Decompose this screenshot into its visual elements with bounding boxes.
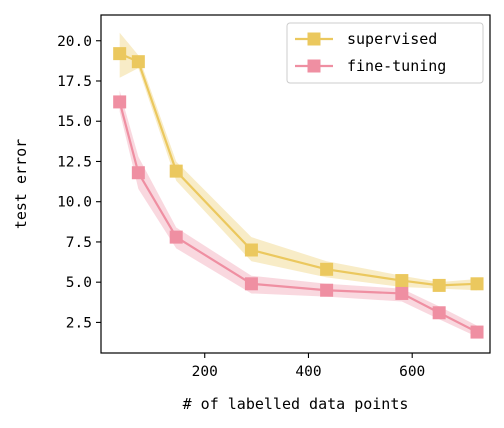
point-supervised-4: [320, 262, 334, 276]
point-fine-tuning-0: [113, 95, 127, 109]
y-tick-label-15: 15.0: [57, 114, 92, 130]
point-supervised-1: [131, 55, 145, 69]
point-fine-tuning-4: [320, 283, 334, 297]
y-axis-label: test error: [12, 139, 30, 229]
point-supervised-6: [432, 278, 446, 292]
y-tick-label-12.5: 12.5: [57, 154, 92, 170]
legend: supervised fine-tuning: [286, 22, 484, 84]
y-tick-label-10: 10.0: [57, 195, 92, 211]
point-fine-tuning-7: [470, 325, 484, 339]
legend-marker-fine-tuning: [307, 59, 321, 73]
band-fine-tuning: [119, 90, 478, 337]
y-tick-label-5: 5.0: [66, 275, 92, 291]
point-fine-tuning-6: [432, 306, 446, 320]
y-axis-ticks: 2.5 5.0 7.5 10.0 12.5 15.0 17.5 20.0: [57, 34, 101, 331]
x-tick-label-200: 200: [192, 364, 218, 380]
y-tick-label-7.5: 7.5: [66, 235, 92, 251]
x-axis-ticks: 200 400 600: [192, 353, 425, 380]
y-tick-label-2.5: 2.5: [66, 315, 92, 331]
x-axis-label: # of labelled data points: [183, 395, 409, 413]
legend-label-supervised: supervised: [347, 30, 437, 48]
x-tick-label-400: 400: [295, 364, 321, 380]
legend-label-fine-tuning: fine-tuning: [347, 57, 446, 75]
y-tick-label-17.5: 17.5: [57, 74, 92, 90]
legend-box: [286, 22, 484, 84]
point-supervised-2: [169, 164, 183, 178]
y-tick-label-20: 20.0: [57, 34, 92, 50]
point-fine-tuning-3: [244, 277, 258, 291]
point-supervised-7: [470, 277, 484, 291]
legend-marker-supervised: [307, 32, 321, 46]
x-tick-label-600: 600: [399, 364, 425, 380]
series-markers: [113, 47, 484, 339]
point-fine-tuning-2: [169, 230, 183, 244]
point-supervised-0: [113, 47, 127, 61]
point-supervised-5: [395, 274, 409, 288]
point-fine-tuning-1: [131, 166, 145, 180]
point-fine-tuning-5: [395, 286, 409, 300]
point-supervised-3: [244, 243, 258, 257]
line-fine-tuning: [118, 101, 478, 334]
plot-frame: [100, 14, 491, 354]
